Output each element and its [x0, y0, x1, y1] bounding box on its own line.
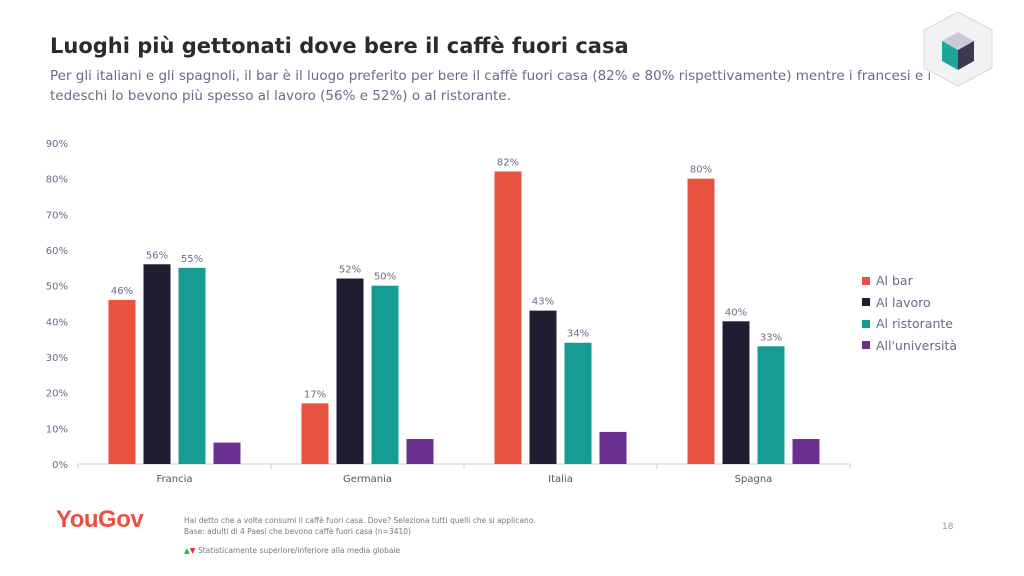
- bar: [757, 346, 785, 464]
- bar: [336, 278, 364, 464]
- legend-swatch: [862, 341, 870, 350]
- triangle-down-icon: ▼: [189, 546, 196, 555]
- bar: [371, 285, 399, 464]
- legend-swatch: [862, 298, 870, 307]
- bar: [494, 171, 522, 465]
- y-tick-label: 0%: [52, 460, 68, 471]
- slide-subtitle: Per gli italiani e gli spagnoli, il bar …: [50, 68, 932, 104]
- y-tick-label: 70%: [46, 210, 68, 221]
- legend-label: Al bar: [876, 273, 913, 289]
- data-label: 56%: [146, 250, 168, 261]
- chart-legend: Al bar Al lavoro Al ristorante All'universi…: [862, 270, 957, 356]
- legend-swatch: [862, 319, 870, 328]
- bar: [108, 299, 136, 464]
- legend-item: All'università: [862, 335, 957, 357]
- bar: [213, 442, 241, 464]
- bar: [529, 310, 557, 464]
- bar: [599, 431, 627, 464]
- legend-swatch: [862, 276, 870, 285]
- page-number: 18: [942, 522, 954, 532]
- y-tick-label: 40%: [46, 317, 68, 328]
- bar: [792, 439, 820, 464]
- significance-text: Statisticamente superiore/inferiore alla…: [197, 546, 401, 555]
- yougov-logo: YouGov: [56, 506, 144, 533]
- legend-label: Al lavoro: [876, 294, 931, 310]
- y-tick-label: 30%: [46, 353, 68, 364]
- data-label: 82%: [497, 158, 519, 169]
- bar: [722, 321, 750, 464]
- bar: [564, 342, 592, 464]
- footnote: Hai detto che a volte consumi il caffè f…: [184, 515, 536, 537]
- bar: [178, 267, 206, 464]
- data-label: 17%: [304, 389, 326, 400]
- y-tick-label: 80%: [46, 175, 68, 186]
- bar: [143, 264, 171, 464]
- y-tick-label: 20%: [46, 389, 68, 400]
- legend-item: Al ristorante: [862, 313, 957, 335]
- legend-item: Al lavoro: [862, 292, 957, 314]
- data-label: 55%: [181, 254, 203, 265]
- triangle-up-icon: ▲: [184, 546, 190, 555]
- data-label: 40%: [725, 307, 747, 318]
- x-tick-label: Francia: [156, 474, 192, 485]
- data-label: 43%: [532, 297, 554, 308]
- x-tick-label: Germania: [343, 474, 392, 485]
- y-tick-label: 50%: [46, 282, 68, 293]
- data-label: 52%: [339, 265, 361, 276]
- data-label: 33%: [760, 332, 782, 343]
- legend-label: Al ristorante: [876, 316, 953, 332]
- survey-question: Hai detto che a volte consumi il caffè f…: [184, 516, 536, 525]
- survey-base: Base: adulti di 4 Paesi che bevono caffè…: [184, 527, 411, 536]
- bar: [406, 439, 434, 464]
- data-label: 80%: [690, 165, 712, 176]
- data-label: 34%: [567, 329, 589, 340]
- slide-title: Luoghi più gettonati dove bere il caffè …: [50, 34, 629, 58]
- data-label: 50%: [374, 272, 396, 283]
- bar: [687, 178, 715, 464]
- y-tick-label: 10%: [46, 424, 68, 435]
- data-label: 46%: [111, 286, 133, 297]
- y-tick-label: 60%: [46, 246, 68, 257]
- y-tick-label: 90%: [46, 139, 68, 150]
- x-tick-label: Spagna: [735, 474, 773, 485]
- x-tick-label: Italia: [548, 474, 573, 485]
- cube-logo-icon: [923, 11, 993, 87]
- significance-note: ▲▼ Statisticamente superiore/inferiore a…: [184, 546, 400, 555]
- bar: [301, 403, 329, 464]
- legend-item: Al bar: [862, 270, 957, 292]
- legend-label: All'università: [876, 337, 958, 353]
